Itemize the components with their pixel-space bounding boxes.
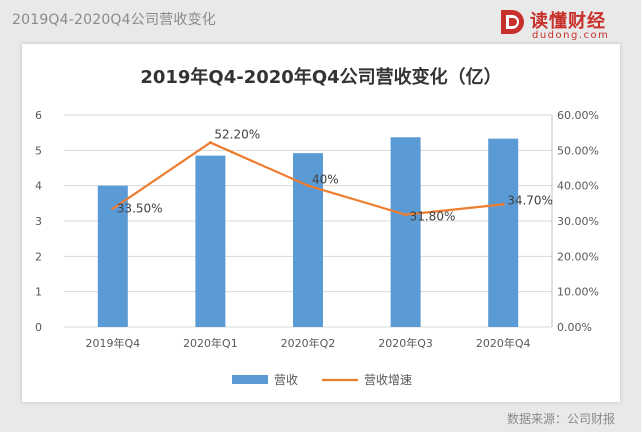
x-tick-label: 2019年Q4 (85, 336, 140, 350)
growth-point (111, 207, 115, 211)
legend-label-growth: 营收增速 (364, 373, 412, 387)
growth-data-label: 34.70% (507, 193, 553, 207)
revenue-chart: 2019年Q4-2020年Q4公司营收变化（亿）01234560.00%10.0… (35, 66, 599, 387)
growth-point (501, 202, 505, 206)
legend-label-revenue: 营收 (274, 373, 298, 387)
y-left-tick-label: 0 (35, 321, 42, 334)
growth-point (306, 184, 310, 188)
brand-logo: 读懂财经 dudong.com (498, 5, 630, 45)
y-left-tick-label: 3 (35, 215, 42, 228)
y-left-tick-label: 1 (35, 286, 42, 299)
growth-data-label: 40% (312, 173, 339, 187)
x-tick-label: 2020年Q4 (476, 336, 531, 350)
growth-data-label: 52.20% (214, 128, 260, 142)
bar-2020年Q1 (195, 155, 226, 327)
x-tick-label: 2020年Q1 (183, 336, 238, 350)
growth-point (208, 141, 212, 145)
y-left-tick-label: 4 (35, 180, 42, 193)
y-right-tick-label: 0.00% (557, 321, 592, 334)
y-left-tick-label: 6 (35, 109, 42, 122)
y-right-tick-label: 50.00% (557, 144, 599, 157)
y-right-tick-label: 30.00% (557, 215, 599, 228)
x-tick-label: 2020年Q3 (378, 336, 433, 350)
growth-data-label: 31.80% (410, 210, 456, 224)
legend-swatch-revenue (232, 375, 268, 384)
y-right-tick-label: 60.00% (557, 109, 599, 122)
growth-point (404, 213, 408, 217)
chart-card: 2019年Q4-2020年Q4公司营收变化（亿） 0 1 2 3 4 5 6 0.00% 10.0… (22, 44, 620, 402)
y-left-tick-label: 5 (35, 144, 42, 157)
brand-name: 读懂财经 (530, 11, 606, 32)
y-right-tick-label: 20.00% (557, 250, 599, 263)
page-title: 2019Q4-2020Q4公司营收变化 (12, 12, 216, 28)
bar-2020年Q3 (390, 137, 421, 327)
brand-logo-icon (501, 10, 524, 34)
y-right-tick-label: 40.00% (557, 180, 599, 193)
bar-2020年Q4 (488, 138, 519, 327)
x-tick-label: 2020年Q2 (281, 336, 336, 350)
growth-data-label: 33.50% (117, 202, 163, 216)
y-left-tick-label: 2 (35, 250, 42, 263)
y-right-tick-label: 10.00% (557, 286, 599, 299)
brand-url: dudong.com (532, 30, 610, 41)
chart-title: 2019年Q4-2020年Q4公司营收变化（亿） (140, 66, 501, 88)
data-source: 数据来源：公司财报 (506, 412, 615, 426)
